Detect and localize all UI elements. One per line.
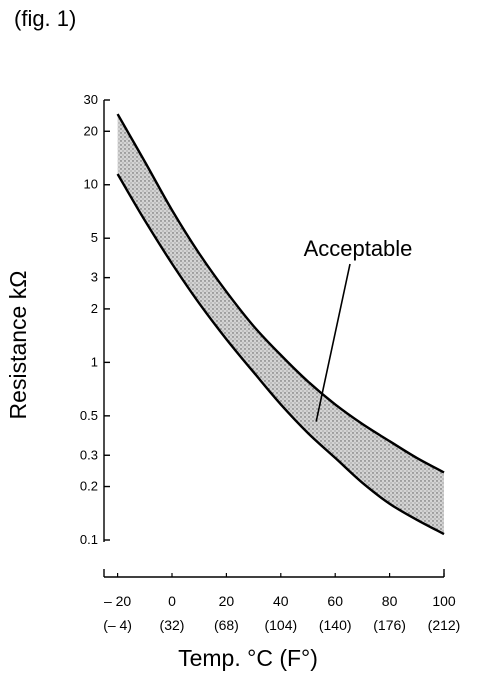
annotation-group: Acceptable xyxy=(304,236,413,422)
y-axis-title: Resistance kΩ xyxy=(5,271,31,420)
y-tick-label: 5 xyxy=(91,230,98,245)
x-tick-label: 40 xyxy=(273,593,289,609)
x-axis-title: Temp. °C (F°) xyxy=(178,645,318,671)
x-tick-label: 20 xyxy=(219,593,235,609)
figure-label: (fig. 1) xyxy=(14,6,77,31)
y-tick-label: 0.2 xyxy=(80,479,98,494)
x-tick-sublabel: (140) xyxy=(319,617,352,633)
lower-limit-curve xyxy=(116,173,445,536)
y-tick-label: 1 xyxy=(91,354,98,369)
y-tick-label: 20 xyxy=(84,123,98,138)
y-tick-label: 10 xyxy=(84,177,98,192)
band-annotation-label: Acceptable xyxy=(304,236,413,261)
acceptable-band-group xyxy=(116,113,445,536)
x-tick-label: 100 xyxy=(432,593,456,609)
x-tick-sublabel: (32) xyxy=(160,617,185,633)
y-tick-label: 3 xyxy=(91,270,98,285)
y-tick-label: 0.1 xyxy=(80,532,98,547)
x-tick-label: – 20 xyxy=(104,593,131,609)
x-tick-sublabel: (– 4) xyxy=(103,617,132,633)
axes-group: 0.1 0.2 0.3 0.5 1 2 3 5 10 20 30 – 20 (– 4) 0 (32) 20 (6… xyxy=(80,92,460,633)
upper-limit-curve xyxy=(116,113,445,474)
x-tick-label: 0 xyxy=(168,593,176,609)
acceptable-band-area xyxy=(117,114,444,535)
x-tick-sublabel: (176) xyxy=(373,617,406,633)
y-tick-label: 0.3 xyxy=(80,447,98,462)
x-tick-label: 60 xyxy=(327,593,343,609)
y-tick-label: 2 xyxy=(91,301,98,316)
annotation-leader-line xyxy=(315,263,351,422)
x-tick-sublabel: (104) xyxy=(264,617,297,633)
y-tick-label: 0.5 xyxy=(80,408,98,423)
y-tick-label: 30 xyxy=(84,92,98,107)
x-tick-label: 80 xyxy=(382,593,398,609)
x-tick-sublabel: (68) xyxy=(214,617,239,633)
x-tick-sublabel: (212) xyxy=(428,617,461,633)
